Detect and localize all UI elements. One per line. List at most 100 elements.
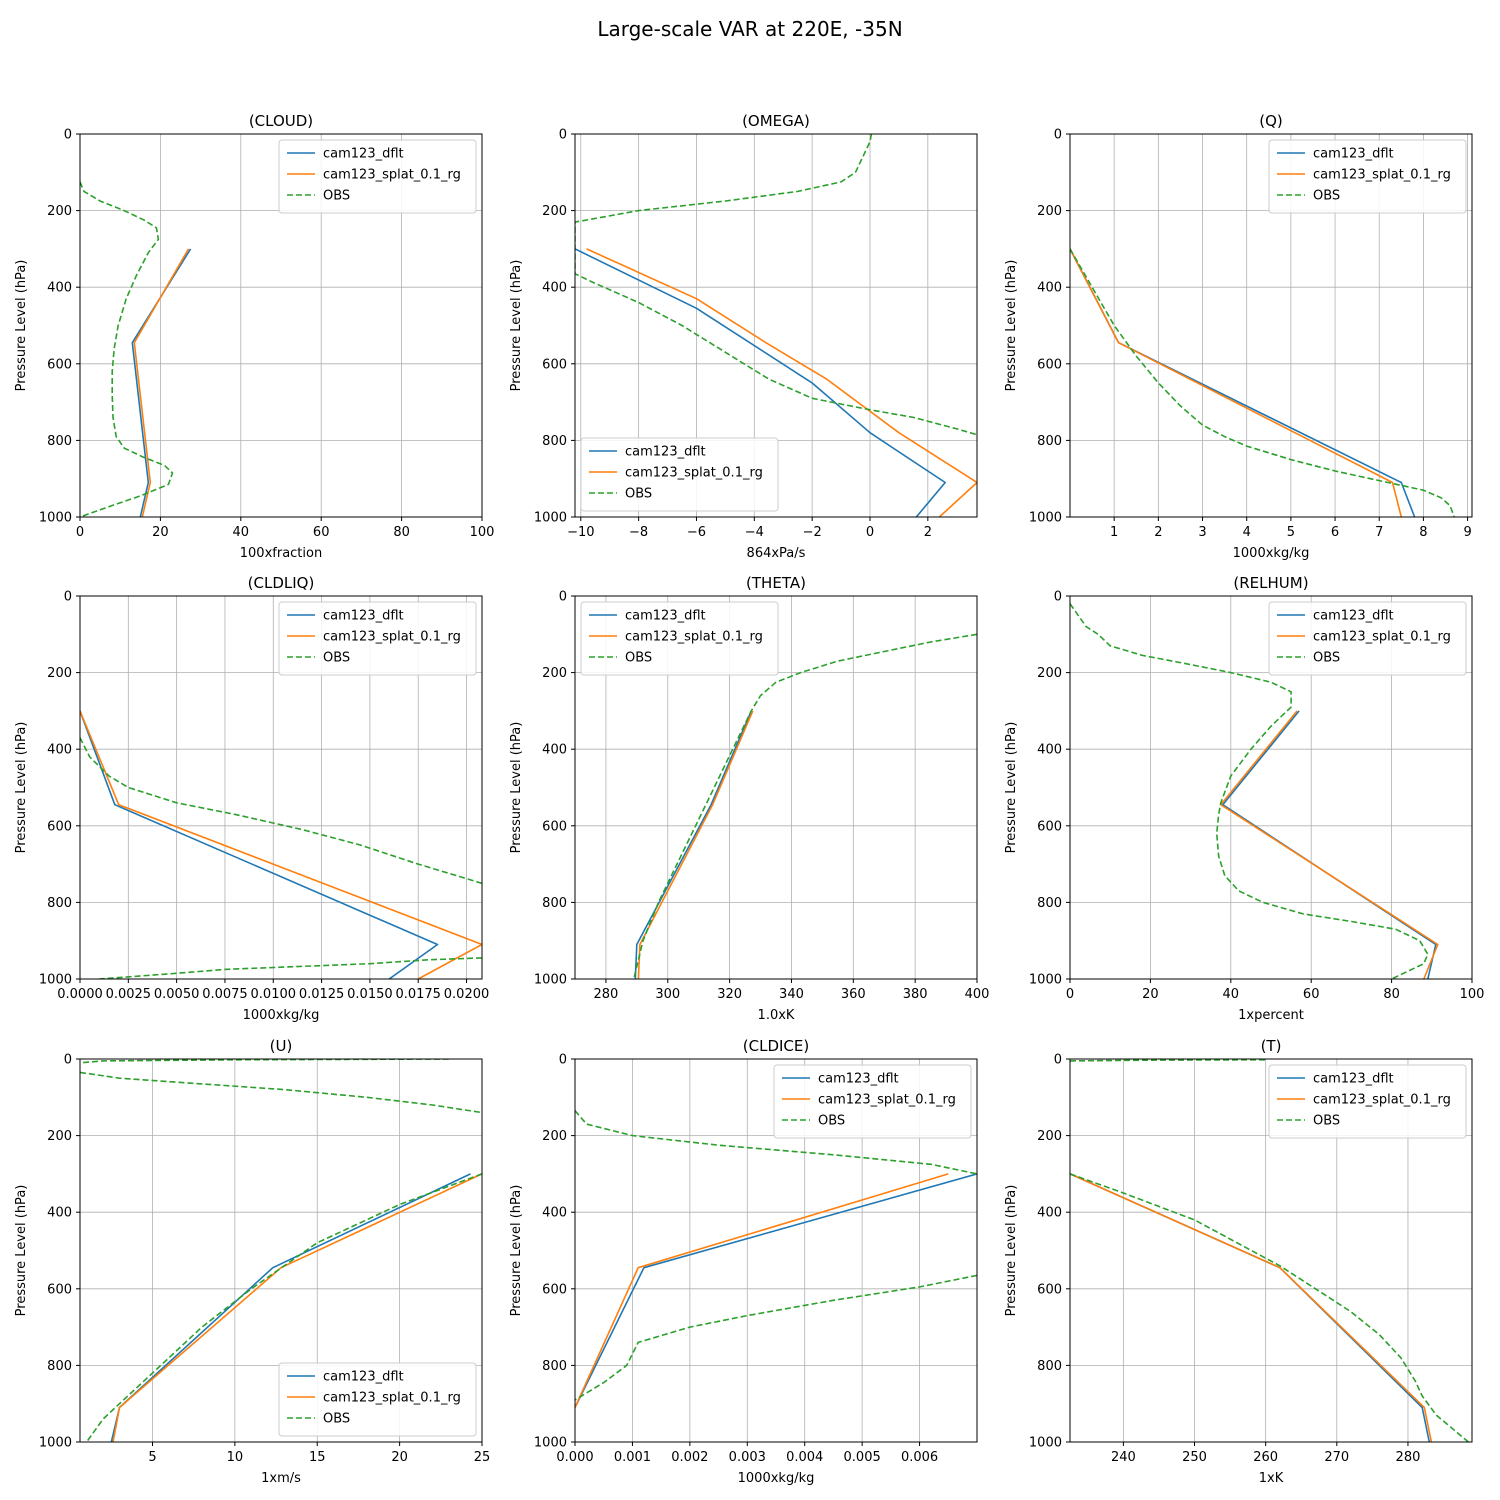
panel-title: (U) bbox=[270, 1037, 293, 1055]
x-tick-label: 25 bbox=[474, 1450, 491, 1465]
x-tick-label: 80 bbox=[1383, 987, 1400, 1002]
series-group bbox=[633, 633, 977, 979]
legend-label: cam123_splat_0.1_rg bbox=[323, 630, 461, 645]
legend: cam123_dflt cam123_splat_0.1_rg OBS bbox=[278, 1362, 477, 1437]
x-tick-label: 0.0075 bbox=[202, 987, 248, 1002]
legend-box bbox=[1268, 1064, 1467, 1139]
x-tick-label: 340 bbox=[779, 987, 804, 1002]
y-tick-label: 200 bbox=[542, 1129, 567, 1144]
legend: cam123_dflt cam123_splat_0.1_rg OBS bbox=[278, 139, 477, 214]
y-tick-label: 400 bbox=[47, 1206, 72, 1221]
x-tick-label: −8 bbox=[629, 525, 648, 540]
y-tick-label: 400 bbox=[47, 743, 72, 758]
series-line-obs bbox=[80, 181, 174, 517]
y-tick-label: 1000 bbox=[39, 511, 72, 526]
x-tick-label: 320 bbox=[717, 987, 742, 1002]
y-tick-label: 800 bbox=[47, 896, 72, 911]
y-tick-label: 1000 bbox=[39, 973, 72, 988]
x-tick-label: 0.0000 bbox=[57, 987, 103, 1002]
x-axis-label: 1xm/s bbox=[261, 1471, 301, 1486]
y-tick-label: 0 bbox=[1054, 590, 1062, 605]
legend-box bbox=[1268, 139, 1467, 214]
x-tick-label: 400 bbox=[965, 987, 990, 1002]
axes-frame bbox=[79, 1058, 483, 1443]
panel-title: (Q) bbox=[1259, 112, 1283, 130]
legend-box bbox=[278, 139, 477, 214]
y-tick-label: 200 bbox=[1037, 666, 1062, 681]
x-tick-label: 0.001 bbox=[614, 1450, 651, 1465]
y-tick-label: 600 bbox=[1037, 1282, 1062, 1297]
x-tick-label: 40 bbox=[233, 525, 250, 540]
y-tick-label: 600 bbox=[47, 357, 72, 372]
y-axis-label: Pressure Level (hPa) bbox=[1004, 260, 1019, 392]
y-tick-label: 800 bbox=[1037, 1359, 1062, 1374]
x-tick-label: 60 bbox=[1303, 987, 1320, 1002]
y-tick-label: 600 bbox=[542, 819, 567, 834]
legend-label: OBS bbox=[625, 487, 652, 502]
x-tick-label: 0.000 bbox=[556, 1450, 593, 1465]
panel-cloud: 0 20 40 60 80 10002004006008001000(CLOUD)100x… bbox=[14, 112, 494, 561]
legend-box bbox=[278, 1362, 477, 1437]
y-tick-label: 200 bbox=[542, 204, 567, 219]
legend-label: cam123_splat_0.1_rg bbox=[1313, 1093, 1451, 1108]
series-group bbox=[575, 1110, 977, 1408]
x-tick-label: 0.0025 bbox=[106, 987, 152, 1002]
legend-box bbox=[580, 601, 779, 676]
series-group bbox=[80, 181, 192, 517]
x-tick-label: 0.002 bbox=[671, 1450, 708, 1465]
y-axis-label: Pressure Level (hPa) bbox=[14, 722, 29, 854]
x-tick-label: 7 bbox=[1375, 525, 1383, 540]
legend-label: OBS bbox=[323, 651, 350, 666]
y-axis-label: Pressure Level (hPa) bbox=[509, 722, 524, 854]
legend-box bbox=[1268, 601, 1467, 676]
x-tick-label: 280 bbox=[594, 987, 619, 1002]
y-axis-label: Pressure Level (hPa) bbox=[1004, 1185, 1019, 1317]
legend-label: cam123_dflt bbox=[1313, 147, 1394, 162]
y-tick-label: 200 bbox=[47, 1129, 72, 1144]
series-line-obs bbox=[1070, 1059, 1266, 1062]
y-tick-label: 600 bbox=[1037, 357, 1062, 372]
series-group bbox=[80, 710, 482, 979]
y-tick-label: 0 bbox=[64, 590, 72, 605]
y-tick-label: 800 bbox=[47, 1359, 72, 1374]
legend-label: cam123_splat_0.1_rg bbox=[323, 1391, 461, 1406]
legend-label: OBS bbox=[323, 1412, 350, 1427]
legend-label: cam123_splat_0.1_rg bbox=[1313, 630, 1451, 645]
x-tick-label: 4 bbox=[1243, 525, 1251, 540]
x-tick-label: 5 bbox=[1287, 525, 1295, 540]
axes-frame bbox=[79, 133, 483, 518]
panel-title: (CLDICE) bbox=[743, 1037, 809, 1055]
series-line-cam123-dflt bbox=[634, 710, 753, 979]
series-line-cam123-dflt bbox=[575, 1173, 977, 1408]
series-line-cam123-dflt bbox=[80, 710, 439, 979]
panel-relhum: 0 20 40 60 80 10002004006008001000(RELHUM)1xp… bbox=[1004, 574, 1484, 1023]
series-line-cam123-dflt bbox=[110, 1173, 471, 1442]
panel-omega: −10 −8 −6 −4 −2 0 2 0 200 400 600 800 1000 (OMEGA) 864… bbox=[509, 112, 978, 561]
panel-title: (CLOUD) bbox=[249, 112, 313, 130]
series-line-cam123-splat-0-1-rg bbox=[637, 710, 754, 979]
legend-box bbox=[773, 1064, 972, 1139]
y-tick-label: 0 bbox=[64, 128, 72, 143]
x-tick-label: 260 bbox=[1253, 1450, 1278, 1465]
y-tick-label: 600 bbox=[47, 1282, 72, 1297]
legend-label: OBS bbox=[818, 1114, 845, 1129]
y-tick-label: 400 bbox=[1037, 743, 1062, 758]
y-tick-label: 200 bbox=[1037, 204, 1062, 219]
y-tick-label: 800 bbox=[47, 434, 72, 449]
series-line-obs bbox=[99, 957, 482, 979]
y-tick-label: 1000 bbox=[534, 1436, 567, 1451]
legend-label: cam123_dflt bbox=[323, 1370, 404, 1385]
x-axis-label: 1000xkg/kg bbox=[1233, 546, 1310, 561]
y-tick-label: 0 bbox=[559, 590, 567, 605]
y-tick-label: 1000 bbox=[1029, 973, 1062, 988]
series-line-cam123-splat-0-1-rg bbox=[575, 1173, 949, 1408]
y-tick-label: 400 bbox=[1037, 1206, 1062, 1221]
legend-label: cam123_dflt bbox=[323, 609, 404, 624]
y-tick-label: 1000 bbox=[1029, 511, 1062, 526]
legend: cam123_dflt cam123_splat_0.1_rg OBS bbox=[278, 601, 477, 676]
x-tick-label: 20 bbox=[1142, 987, 1159, 1002]
x-tick-label: 2 bbox=[924, 525, 932, 540]
legend: cam123_dflt cam123_splat_0.1_rg OBS bbox=[580, 601, 779, 676]
legend-label: OBS bbox=[1313, 1114, 1340, 1129]
x-tick-label: 20 bbox=[152, 525, 169, 540]
